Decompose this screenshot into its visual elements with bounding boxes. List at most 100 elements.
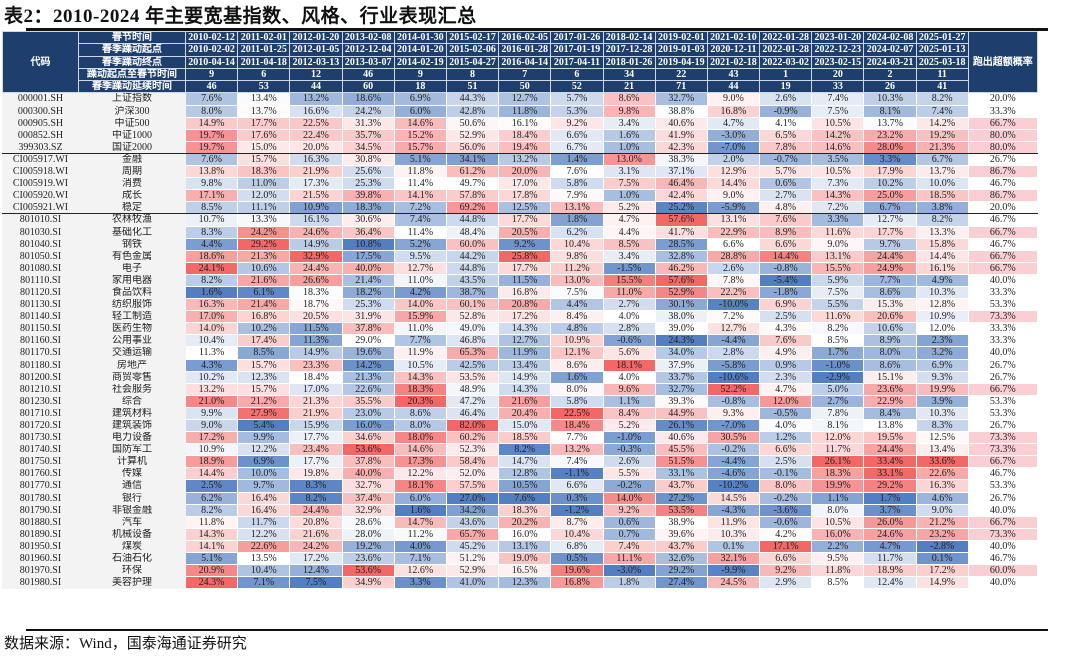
table-row: 801790.SI 非银金融 8.2% 16.4% 24.4% 32.9% 1.6% 34.2… [2, 503, 1038, 517]
value-cell: 82.0% [445, 419, 500, 433]
value-cell: 33.4% [863, 455, 917, 469]
value-cell: 13.4% [498, 358, 552, 372]
value-cell: 24.2% [289, 539, 343, 554]
header-cell: 52 [550, 80, 604, 94]
value-cell: 19.5% [863, 431, 917, 445]
value-cell: -7.0% [706, 140, 761, 154]
name-cell: 综合 [78, 394, 186, 408]
value-cell: 7.6% [184, 92, 239, 106]
value-cell: 13.1% [706, 213, 761, 227]
prob-cell: 66.7% [967, 116, 1038, 130]
prob-cell: 73.3% [967, 310, 1038, 324]
value-cell: 42.8% [445, 104, 500, 118]
value-cell: 37.8% [341, 455, 395, 469]
value-cell: 14.6% [393, 443, 447, 457]
value-cell: 49.7% [445, 177, 500, 191]
value-cell: 18.1% [393, 479, 447, 493]
value-cell: -0.6% [759, 515, 813, 529]
value-cell: 38.0% [654, 310, 708, 324]
value-cell: 4.8% [759, 201, 813, 215]
value-cell: 14.2% [341, 358, 395, 372]
value-cell: 41.7% [654, 225, 708, 239]
value-cell: 19.9% [811, 479, 865, 493]
value-cell: 1.8% [550, 213, 604, 227]
value-cell: 24.4% [863, 249, 917, 263]
value-cell: 4.4% [602, 225, 656, 239]
value-cell: 32.7% [341, 479, 395, 493]
value-cell: 16.0% [341, 419, 395, 433]
value-cell: 5.7% [759, 165, 813, 179]
header-row-label: 春季躁动终点 [78, 55, 186, 69]
value-cell: 15.5% [811, 261, 865, 275]
value-cell: 17.7% [498, 213, 552, 227]
value-cell: 14.9% [289, 237, 343, 251]
value-cell: 15.9% [289, 419, 343, 433]
header-cell: 2021-02-18 [706, 55, 761, 69]
value-cell: 21.3% [341, 370, 395, 384]
header-cell: 2011-01-25 [237, 43, 291, 57]
value-cell: -3.0% [706, 128, 761, 142]
table-row: 000001.SH 上证指数 7.6% 13.4% 13.2% 18.6% 6.9% 44.3… [2, 92, 1038, 106]
value-cell: 10.5% [811, 165, 865, 179]
value-cell: 29.2% [237, 237, 291, 251]
value-cell: 13.0% [550, 273, 604, 287]
value-cell: 8.3% [289, 479, 343, 493]
value-cell: 18.7% [289, 298, 343, 312]
value-cell: 9.8% [602, 104, 656, 118]
value-cell: 11.0% [237, 177, 291, 191]
value-cell: 5.2% [393, 237, 447, 251]
value-cell: 7.2% [811, 201, 865, 215]
code-cell: 801160.SI [2, 334, 79, 348]
value-cell: 11.8% [811, 564, 865, 578]
value-cell: 12.2% [237, 443, 291, 457]
value-cell: 33.1% [654, 467, 708, 481]
value-cell: 6.9% [759, 298, 813, 312]
value-cell: 24.2% [341, 104, 395, 118]
value-cell: 24.3% [184, 576, 239, 590]
value-cell: 2.7% [602, 298, 656, 312]
value-cell: 12.4% [289, 564, 343, 578]
table-row: CI005921.WI 稳定 8.5% 11.1% 10.9% 18.3% 7.2% 69.2… [2, 201, 1038, 215]
value-cell: 6.6% [706, 237, 761, 251]
value-cell: 3.4% [602, 249, 656, 263]
value-cell: 4.0% [602, 310, 656, 324]
value-cell: 10.7% [184, 213, 239, 227]
code-cell: CI005921.WI [2, 201, 79, 215]
header-cell: 21 [602, 80, 656, 94]
value-cell: 6.9% [237, 455, 291, 469]
value-cell: 5.8% [550, 394, 604, 408]
code-cell: 801150.SI [2, 322, 79, 336]
value-cell: 6.0% [393, 491, 447, 505]
value-cell: 17.2% [289, 552, 343, 566]
value-cell: 2.6% [759, 92, 813, 106]
value-cell: 8.2% [184, 503, 239, 517]
value-cell: 9.0% [915, 503, 969, 517]
table-row: 801980.SI 美容护理 24.3% 7.1% 7.5% 34.9% 3.3% 41.0%… [2, 576, 1038, 590]
value-cell: 6.7% [915, 152, 969, 167]
value-cell: 9.2% [498, 237, 552, 251]
value-cell: 2.3% [759, 370, 813, 384]
header-cell: 2019-02-01 [654, 30, 708, 45]
value-cell: 10.2% [184, 370, 239, 384]
code-cell: 000300.SH [2, 104, 79, 118]
name-cell: 电子 [78, 261, 186, 275]
value-cell: 1.6% [184, 285, 239, 300]
value-cell: -1.5% [602, 261, 656, 275]
code-cell: 801740.SI [2, 443, 79, 457]
value-cell: 4.6% [915, 491, 969, 505]
name-cell: 纺织服饰 [78, 298, 186, 312]
header-cell: 2012-01-20 [289, 30, 343, 45]
value-cell: 11.6% [811, 225, 865, 239]
header-cell: 43 [706, 67, 761, 82]
value-cell: 13.8% [863, 419, 917, 433]
value-cell: 20.3% [393, 394, 447, 408]
value-cell: 60.2% [445, 431, 500, 445]
name-cell: 金融 [78, 152, 186, 167]
name-cell: 沪深300 [78, 104, 186, 118]
value-cell: 26.0% [863, 515, 917, 529]
header-row-days-start-to-festival: 躁动起点至春节时间 9 6 12 46 9 8 7 6 34 22 43 1 20 2 11 [3, 67, 1038, 82]
value-cell: 32.9% [289, 249, 343, 263]
value-cell: 7.5% [550, 285, 604, 300]
value-cell: 16.6% [289, 104, 343, 118]
value-cell: 2.5% [759, 455, 813, 469]
